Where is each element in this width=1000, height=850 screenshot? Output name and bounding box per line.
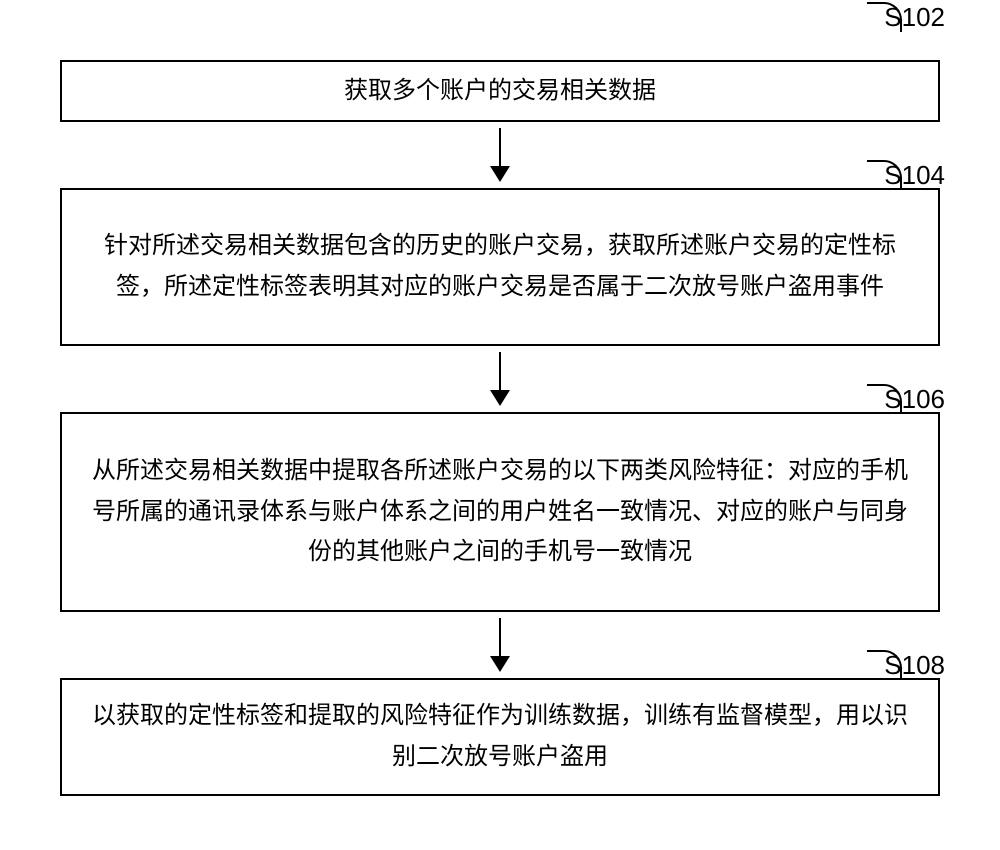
step-text-1: 获取多个账户的交易相关数据 (344, 71, 656, 112)
arrow-1 (490, 128, 510, 182)
step-text-3: 从所述交易相关数据中提取各所述账户交易的以下两类风险特征：对应的手机号所属的通讯… (86, 451, 914, 573)
step-container-1: S102 获取多个账户的交易相关数据 (60, 30, 940, 122)
arrow-3 (490, 618, 510, 672)
step-text-4: 以获取的定性标签和提取的风险特征作为训练数据，训练有监督模型，用以识别二次放号账… (86, 696, 914, 778)
step-container-4: S108 以获取的定性标签和提取的风险特征作为训练数据，训练有监督模型，用以识别… (60, 678, 940, 796)
step-container-2: S104 针对所述交易相关数据包含的历史的账户交易，获取所述账户交易的定性标签，… (60, 188, 940, 346)
step-label-2: S104 (884, 160, 945, 191)
flowchart-container: S102 获取多个账户的交易相关数据 S104 针对所述交易相关数据包含的历史的… (60, 30, 940, 796)
step-container-3: S106 从所述交易相关数据中提取各所述账户交易的以下两类风险特征：对应的手机号… (60, 412, 940, 612)
arrow-head-1 (490, 166, 510, 182)
step-box-3: 从所述交易相关数据中提取各所述账户交易的以下两类风险特征：对应的手机号所属的通讯… (60, 412, 940, 612)
step-text-2: 针对所述交易相关数据包含的历史的账户交易，获取所述账户交易的定性标签，所述定性标… (86, 226, 914, 308)
arrow-head-2 (490, 390, 510, 406)
step-label-4: S108 (884, 650, 945, 681)
step-box-1: 获取多个账户的交易相关数据 (60, 60, 940, 122)
arrow-head-3 (490, 656, 510, 672)
arrow-line-2 (499, 352, 502, 390)
step-label-1: S102 (884, 2, 945, 33)
arrow-line-3 (499, 618, 502, 656)
arrow-line-1 (499, 128, 502, 166)
step-label-3: S106 (884, 384, 945, 415)
step-box-4: 以获取的定性标签和提取的风险特征作为训练数据，训练有监督模型，用以识别二次放号账… (60, 678, 940, 796)
arrow-2 (490, 352, 510, 406)
step-box-2: 针对所述交易相关数据包含的历史的账户交易，获取所述账户交易的定性标签，所述定性标… (60, 188, 940, 346)
